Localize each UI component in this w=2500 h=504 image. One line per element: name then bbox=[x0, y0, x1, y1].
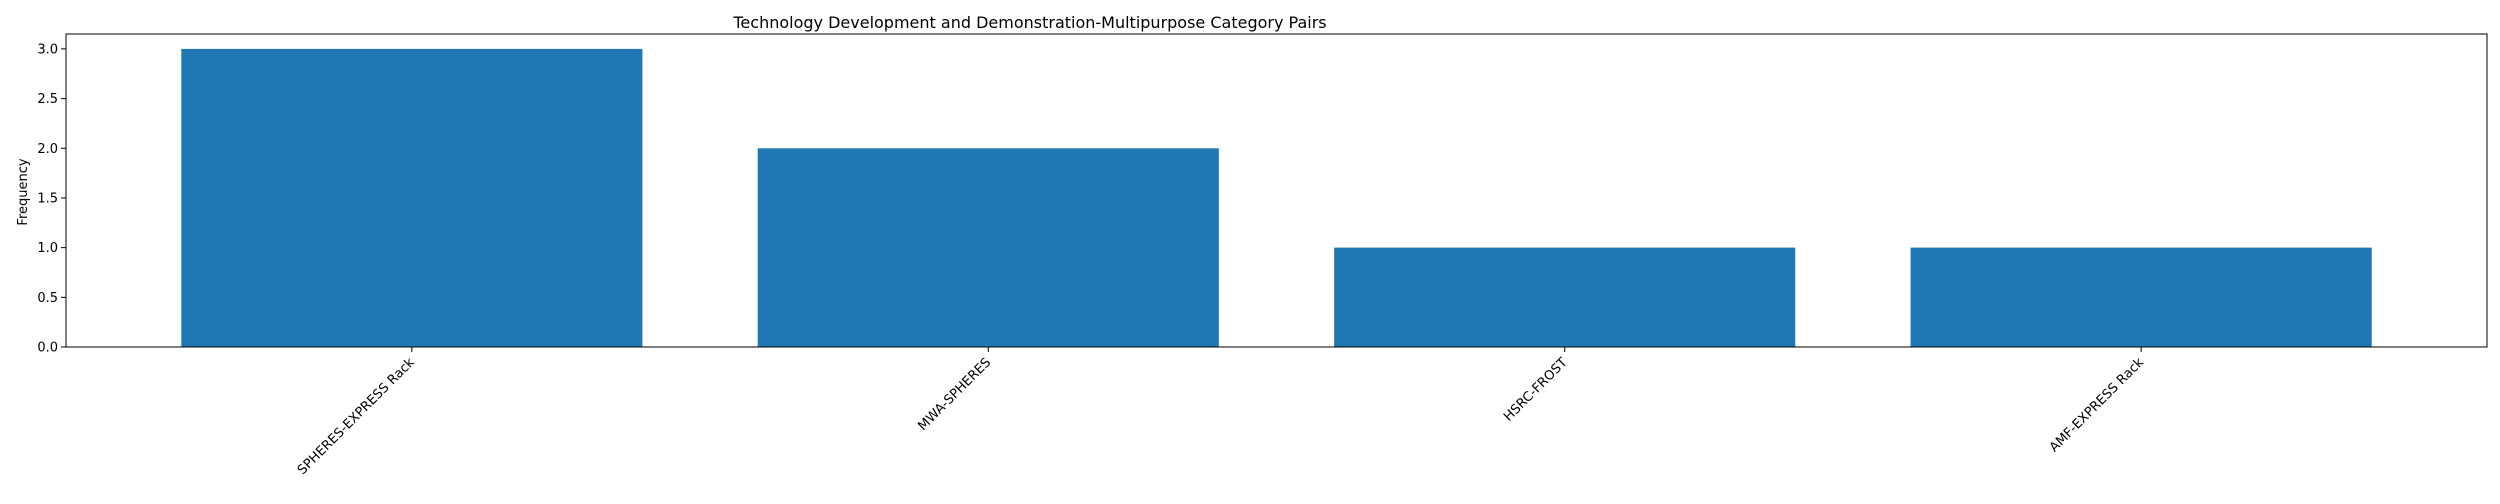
x-tick-label: HSRC-FROST bbox=[1501, 355, 1570, 424]
y-tick-label: 3.0 bbox=[37, 42, 58, 57]
y-tick-label: 1.0 bbox=[37, 241, 58, 256]
x-tick-label: MWA-SPHERES bbox=[915, 355, 994, 434]
bar bbox=[181, 48, 643, 348]
x-tick-label: SPHERES-EXPRESS Rack bbox=[295, 355, 418, 478]
y-tick-label: 2.0 bbox=[37, 142, 58, 157]
chart-title: Technology Development and Demonstration… bbox=[732, 13, 1326, 32]
y-tick-label: 0.0 bbox=[37, 341, 58, 356]
x-axis: SPHERES-EXPRESS Rack MWA-SPHERES HSRC-FROS… bbox=[295, 347, 2147, 478]
y-axis: 0.0 0.5 1.0 1.5 2.0 2.5 3.0 bbox=[37, 42, 66, 356]
x-tick-label: AMF-EXPRESS Rack bbox=[2047, 355, 2147, 455]
plot-frame bbox=[65, 33, 2488, 348]
y-axis-label: Frequency bbox=[16, 158, 31, 225]
bar bbox=[1334, 247, 1796, 347]
y-tick-label: 1.5 bbox=[37, 191, 58, 206]
bar bbox=[757, 148, 1219, 347]
y-tick-label: 2.5 bbox=[37, 92, 58, 107]
bar bbox=[1910, 247, 2372, 347]
y-tick-label: 0.5 bbox=[37, 291, 58, 306]
bars-layer bbox=[181, 48, 2372, 348]
